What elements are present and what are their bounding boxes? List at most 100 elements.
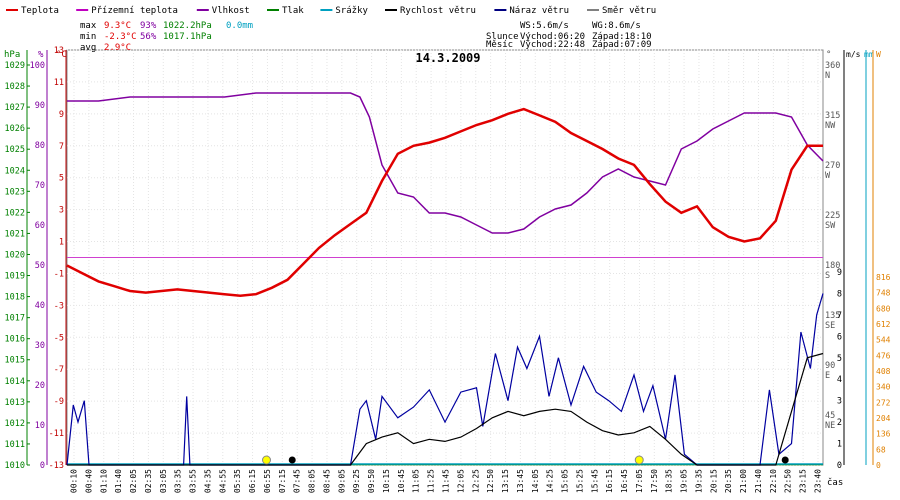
pressure-tick-label: 1014 [5,377,25,387]
pressure-tick-label: 1024 [5,166,25,176]
direction-tick-value: 90 [825,361,835,371]
x-tick-label: 13:45 [516,469,525,493]
x-tick-label: 02:35 [144,469,153,493]
x-axis-label: čas [827,477,843,488]
radiation-tick-label: 0 [876,461,881,470]
x-tick-label: 00:40 [84,469,93,493]
x-tick-label: 20:35 [724,469,733,493]
x-tick-label: 18:35 [665,469,674,493]
x-tick-label: 15:05 [561,469,570,493]
series-wind-speed-line [67,352,824,466]
speed-tick-label: 1 [837,440,842,450]
x-tick-label: 05:35 [233,469,242,493]
x-tick-label: 21:40 [754,469,763,493]
x-tick-label: 16:15 [605,469,614,493]
humidity-tick-label: 80 [35,141,45,151]
radiation-tick-label: 748 [876,289,891,298]
speed-tick-label: 5 [837,354,842,364]
speed-tick-label: 0 [837,461,842,471]
pressure-tick-label: 1028 [5,82,25,92]
temperature-tick-label: -1 [54,269,64,279]
humidity-tick-label: 30 [35,341,45,351]
x-tick-label: 02:05 [129,469,138,493]
stat-min-label: min [80,32,96,42]
humidity-tick-label: 90 [35,101,45,111]
humidity-axis-unit: % [38,50,44,60]
x-tick-label: 08:05 [308,469,317,493]
sun-set: Západ:18:10 [592,32,652,42]
legend-label: Přízemní teplota [91,6,178,16]
x-tick-label: 12:50 [486,469,495,493]
stat-avg-label: avg [80,43,96,53]
series-humidity-line [67,92,824,234]
x-tick-label: 12:25 [471,469,480,493]
direction-tick-value: 315 [825,111,840,121]
pressure-tick-label: 1017 [5,314,25,324]
x-tick-label: 21:00 [739,469,748,493]
radiation-tick-label: 544 [876,336,891,345]
direction-tick-label: NW [825,121,836,131]
pressure-tick-label: 1019 [5,272,25,282]
speed-axis-unit: m/s [846,50,861,59]
pressure-tick-label: 1010 [5,461,25,471]
legend-label: Teplota [21,6,59,16]
direction-axis-unit: ° [826,50,831,60]
legend-label: Srážky [335,6,368,16]
temperature-tick-label: 5 [59,174,64,184]
direction-tick-label: NE [825,421,835,431]
x-tick-label: 04:55 [218,469,227,493]
x-tick-label: 19:35 [694,469,703,493]
temperature-tick-label: -7 [54,365,64,375]
humidity-tick-label: 10 [35,421,45,431]
x-tick-label: 16:45 [620,469,629,493]
x-tick-label: 15:45 [590,469,599,493]
stat-min-press: 1017.1hPa [163,32,212,42]
humidity-tick-label: 50 [35,261,45,271]
direction-tick-value: 180 [825,261,840,271]
x-tick-label: 14:25 [546,469,555,493]
temperature-tick-label: -5 [54,333,64,343]
direction-tick-label: E [825,371,830,381]
radiation-tick-label: 408 [876,367,891,376]
sun-rise: Východ:06:20 [520,32,585,42]
x-tick-label: 11:25 [427,469,436,493]
pressure-tick-label: 1011 [5,440,25,450]
pressure-axis-unit: hPa [4,50,20,60]
stat-max-press: 1022.2hPa [163,21,212,31]
pressure-tick-label: 1015 [5,356,25,366]
direction-tick-value: 45 [825,411,835,421]
speed-tick-label: 6 [837,332,842,342]
speed-tick-label: 9 [837,268,842,278]
x-tick-label: 17:05 [635,469,644,493]
x-tick-label: 11:45 [442,469,451,493]
pressure-tick-label: 1026 [5,124,25,134]
humidity-tick-label: 20 [35,381,45,391]
direction-tick-label: SE [825,321,835,331]
x-tick-label: 03:05 [159,469,168,493]
x-tick-label: 22:10 [769,469,778,493]
x-tick-label: 09:05 [337,469,346,493]
radiation-tick-label: 272 [876,398,891,407]
stat-max-hum: 93% [140,21,157,31]
temperature-axis-unit: °C [56,50,67,60]
rain-axis-unit: mm [864,50,874,59]
series-temperature-line [66,107,823,298]
temperature-tick-label: -3 [54,301,64,311]
legend-label: Vlhkost [212,6,250,16]
radiation-axis-unit: W [876,50,881,59]
x-tick-label: 22:50 [784,469,793,493]
pressure-tick-label: 1013 [5,398,25,408]
temperature-tick-label: -11 [49,429,64,439]
x-tick-label: 23:40 [814,469,823,493]
x-tick-label: 13:15 [501,469,510,493]
pressure-tick-label: 1016 [5,335,25,345]
x-tick-label: 11:05 [412,469,421,493]
stat-max-temp: 9.3°C [104,21,131,31]
x-tick-label: 07:45 [293,469,302,493]
x-tick-label: 09:25 [352,469,361,493]
x-tick-label: 12:05 [456,469,465,493]
pressure-tick-label: 1027 [5,103,25,113]
temperature-tick-label: 11 [54,78,64,88]
radiation-tick-label: 680 [876,304,891,313]
